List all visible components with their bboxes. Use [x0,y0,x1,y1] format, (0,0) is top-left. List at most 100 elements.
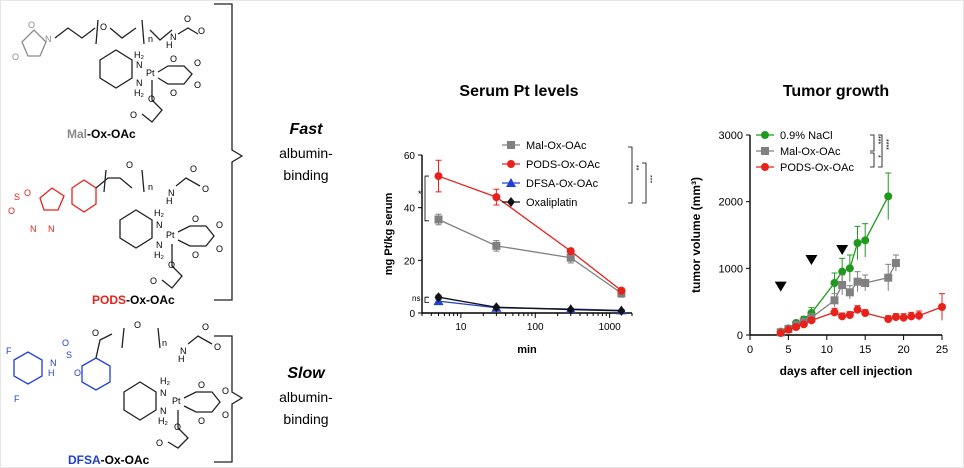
serum-legend-marker [507,160,515,168]
tumor-y-tick-label: 0 [737,330,743,342]
svg-text:H: H [166,40,173,50]
svg-text:H₂: H₂ [158,416,168,426]
tumor-data-point [838,267,847,276]
tumor-x-tick-label: 5 [785,344,791,356]
svg-text:H: H [178,354,185,364]
svg-text:N: N [160,406,167,416]
slow-desc-line-1: albumin- [279,389,333,405]
tumor-data-point [807,316,816,325]
serum-series-0 [434,213,626,298]
svg-text:O: O [216,220,223,230]
svg-text:O: O [174,422,181,432]
tumor-data-point [845,264,854,273]
tumor-legend-label: Mal-Ox-OAc [780,146,841,158]
svg-text:N: N [30,224,37,234]
serum-data-point [434,215,443,224]
tumor-data-point [938,303,946,311]
svg-text:H₂: H₂ [160,376,170,386]
fast-bracket [214,3,244,301]
tumor-dose-arrow [774,281,787,292]
svg-text:O: O [168,260,175,270]
fast-desc-line-1: albumin- [279,145,333,161]
svg-text:O: O [192,214,199,224]
serum-legend-label: Mal-Ox-OAc [526,140,587,152]
svg-text:O: O [222,386,229,396]
tumor-data-point [861,279,870,287]
svg-text:O: O [184,14,191,24]
serum-x-label: min [517,344,537,356]
serum-significance-bracket [424,296,429,303]
svg-text:S: S [66,350,72,360]
serum-chart-title: Serum Pt levels [459,83,578,100]
tumor-significance-bracket [878,134,883,168]
serum-legend-label: DFSA-Ox-OAc [526,178,599,190]
tumor-y-tick-label: 1000 [719,263,743,275]
serum-y-label: mg Pt/kg serum [383,193,395,276]
tumor-data-point [830,279,839,287]
svg-text:O: O [92,328,99,338]
tumor-y-label: tumor volume (mm³) [689,177,703,293]
svg-text:O: O [202,184,209,194]
serum-data-point [434,172,443,181]
tumor-y-tick-label: 2000 [719,197,743,209]
svg-text:F: F [6,346,12,356]
serum-legend-marker [506,178,516,187]
serum-significance-label: * [418,189,422,199]
svg-text:N: N [50,358,57,368]
tumor-x-label: days after cell injection [780,364,913,378]
serum-y-tick-label: 20 [404,256,416,267]
svg-text:O: O [100,22,107,32]
tumor-significance-label: **** [882,139,889,150]
svg-text:O: O [62,338,69,348]
svg-text:O: O [150,276,157,286]
tumor-data-point [792,323,801,331]
pods-ox-oac-label: PODS-Ox-OAc [92,293,175,307]
svg-text:N: N [45,34,52,44]
svg-text:N: N [180,346,187,356]
svg-text:O: O [74,368,81,378]
serum-significance-bracket [424,175,429,222]
tumor-data-point [845,288,854,297]
serum-data-point [492,241,501,250]
serum-y-tick-label: 40 [404,204,416,215]
slow-bracket [214,335,244,463]
serum-x-tick-label: 1000 [598,322,621,333]
serum-data-point [492,302,501,313]
tumor-data-point [776,329,785,337]
tumor-data-point [884,273,893,282]
tumor-y-tick-label: 3000 [719,130,743,142]
serum-data-point [617,305,626,316]
svg-text:Pt: Pt [172,396,181,406]
serum-significance-bracket [628,146,633,204]
serum-significance-bracket [642,162,647,204]
svg-text:O: O [134,320,141,330]
svg-text:O: O [216,244,223,254]
tumor-legend-label: PODS-Ox-OAc [780,162,854,174]
tumor-dose-arrow [836,245,849,255]
tumor-data-point [784,325,793,334]
tumor-series-2 [776,293,946,337]
serum-x-tick-label: 100 [527,322,544,333]
tumor-legend-label: 0.9% NaCl [780,130,833,142]
serum-series-2 [433,296,627,315]
svg-text:O: O [194,58,201,68]
svg-text:Pt: Pt [166,230,175,240]
serum-data-point [492,193,501,202]
serum-data-point [566,253,575,262]
svg-text:O: O [126,160,133,170]
tumor-data-point [799,320,808,329]
svg-text:O: O [190,164,197,174]
serum-data-point [617,286,626,295]
tumor-data-point [861,236,870,245]
tumor-significance-bracket [870,152,875,168]
mal-ox-oac-label: Mal-Ox-OAc [67,127,136,141]
svg-text:N: N [168,188,175,198]
svg-text:O: O [214,342,221,352]
tumor-data-point [830,308,839,317]
svg-text:O: O [130,110,137,120]
serum-significance-label: ns [412,294,420,303]
svg-text:O: O [198,380,205,390]
